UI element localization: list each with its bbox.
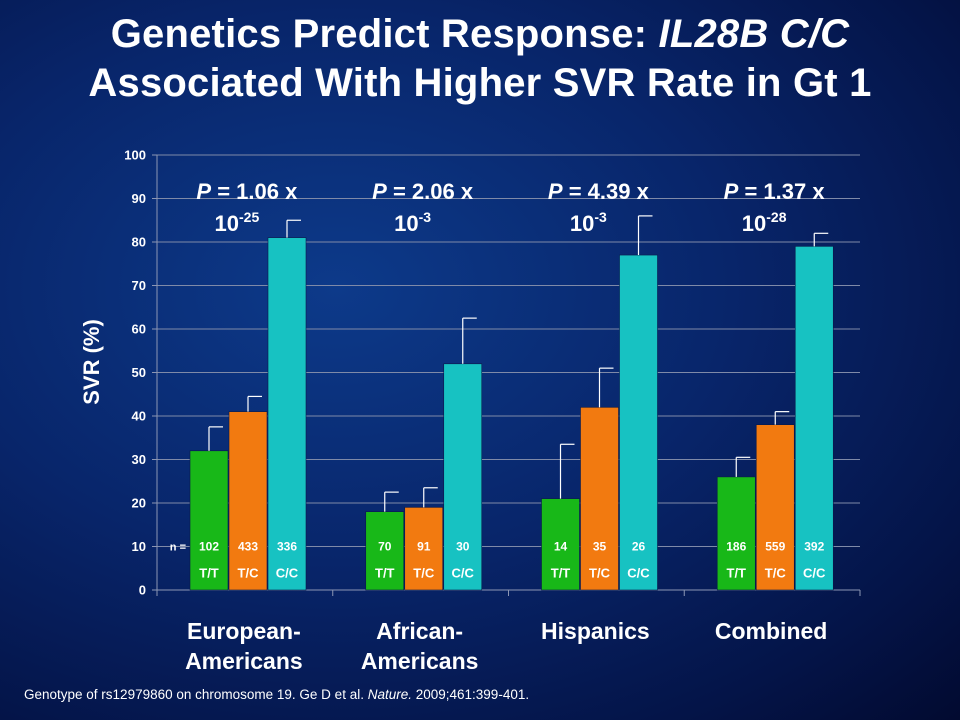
category-label: Combined [715,618,827,644]
y-tick-label: 80 [132,235,146,250]
footnote-journal: Nature. [367,687,412,702]
n-equals-label: n = [170,542,186,554]
n-label: 14 [554,540,568,554]
y-tick-label: 70 [132,278,146,293]
y-tick-label: 10 [132,539,146,554]
bar-cc [619,254,658,591]
p-value-label: P = 1.37 x [724,179,826,204]
genotype-label: T/C [765,566,787,581]
n-label: 186 [726,540,746,554]
y-tick-label: 0 [139,583,146,598]
genotype-label: T/T [551,566,571,581]
title-gene-name: IL28B C/C [658,12,850,56]
category-label: African-Americans [361,618,479,674]
bar-cc [443,363,483,591]
bar-tt [541,498,580,591]
category-label: Hispanics [541,618,650,644]
n-label: 30 [456,540,470,554]
p-value-exponent-label: 10-25 [215,209,260,236]
footnote-text: Genotype of rs12979860 on chromosome 19.… [24,687,368,702]
genotype-label: C/C [452,566,475,581]
n-label: 392 [804,540,824,554]
title-line-2: Associated With Higher SVR Rate in Gt 1 [88,61,872,105]
genotype-label: T/C [589,566,611,581]
genotype-label: T/C [413,566,435,581]
y-tick-label: 40 [132,409,146,424]
bar-tc [755,424,795,591]
n-label: 433 [238,540,258,554]
y-tick-label: 50 [132,365,146,380]
n-label: 91 [417,540,431,554]
bar-tc [404,507,444,591]
p-value-label: P = 2.06 x [372,179,474,204]
y-tick-label: 20 [132,496,146,511]
n-label: 70 [378,540,392,554]
n-label: 559 [765,540,785,554]
bar-tt [716,476,756,591]
bar-tc [580,406,619,591]
footnote: Genotype of rs12979860 on chromosome 19.… [24,687,529,702]
p-value-exponent-label: 10-28 [742,209,787,236]
p-value-exponent-label: 10-3 [394,209,431,236]
genotype-label: C/C [627,566,650,581]
p-value-label: P = 4.39 x [548,179,650,204]
slide-title: Genetics Predict Response: IL28B C/C Ass… [0,10,960,108]
genotype-label: C/C [276,566,299,581]
category-label: European-Americans [185,618,303,674]
n-label: 35 [593,540,607,554]
bar-tc [228,411,268,591]
genotype-label: T/C [238,566,260,581]
genotype-label: C/C [803,566,826,581]
genotype-label: T/T [199,566,219,581]
title-line-1: Genetics Predict Response: IL28B C/C [0,10,960,59]
n-label: 102 [199,540,219,554]
genotype-label: T/T [727,566,747,581]
footnote-citation: 2009;461:399-401. [411,687,530,702]
bar-tt [365,511,405,591]
title-line-1-text: Genetics Predict Response: [110,12,659,56]
p-value-exponent-label: 10-3 [570,209,607,236]
y-tick-label: 100 [124,148,146,163]
n-label: 26 [632,540,646,554]
y-tick-label: 60 [132,322,146,337]
y-axis-label: SVR (%) [79,319,104,405]
bar-cc [794,246,834,591]
n-label: 336 [277,540,297,554]
y-tick-label: 90 [132,191,146,206]
y-tick-label: 30 [132,452,146,467]
bar-tt [189,450,229,591]
genotype-label: T/T [375,566,395,581]
bar-cc [267,237,307,591]
p-value-label: P = 1.06 x [196,179,298,204]
